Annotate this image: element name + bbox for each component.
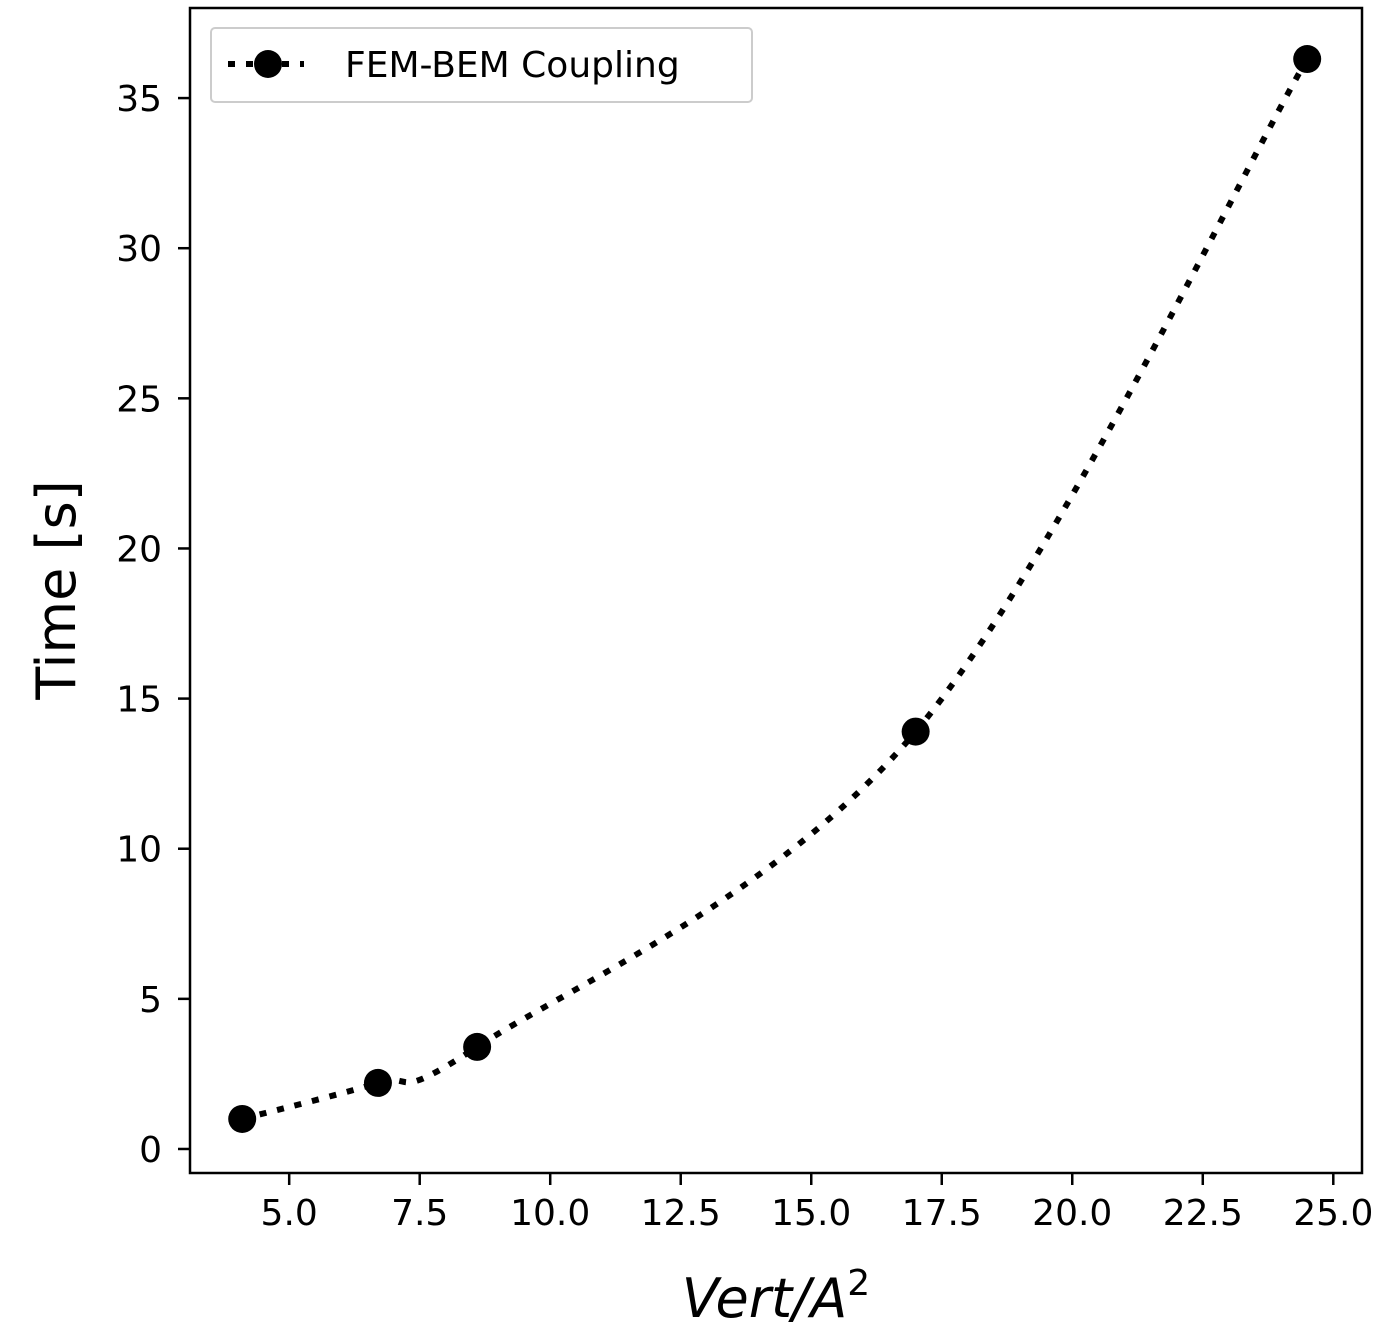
y-tick-label: 5 <box>139 980 162 1021</box>
x-tick-label: 12.5 <box>641 1193 721 1234</box>
y-tick-label: 30 <box>116 229 162 270</box>
data-point <box>463 1032 492 1061</box>
x-axis-label-superscript: 2 <box>847 1263 870 1304</box>
x-tick-label: 15.0 <box>771 1193 851 1234</box>
data-point <box>228 1104 257 1133</box>
x-tick-label: 17.5 <box>902 1193 982 1234</box>
x-axis-label: Vert/A2 <box>682 1263 870 1330</box>
legend-box <box>210 27 753 103</box>
axis-ticks: 5.0 7.5 10.0 12.5 15.0 17.5 20.0 22.5 25.0 0 5 10 15… <box>116 79 1373 1234</box>
plot-area <box>190 8 1362 1173</box>
x-tick-label: 25.0 <box>1293 1193 1373 1234</box>
legend-marker-sample <box>254 50 282 78</box>
data-point <box>363 1068 392 1097</box>
x-tick-label: 10.0 <box>510 1193 590 1234</box>
plot-frame <box>188 6 1364 1175</box>
x-tick-label: 20.0 <box>1032 1193 1112 1234</box>
y-tick-label: 25 <box>116 379 162 420</box>
y-tick-label: 0 <box>139 1130 162 1171</box>
x-tick-label: 5.0 <box>261 1193 318 1234</box>
legend: FEM-BEM Coupling <box>210 27 753 103</box>
data-point <box>1293 45 1322 74</box>
legend-label: FEM-BEM Coupling <box>345 45 680 86</box>
data-point <box>901 717 930 746</box>
y-tick-label: 35 <box>116 79 162 120</box>
x-axis-label-main: Vert/A <box>682 1267 848 1330</box>
y-tick-label: 20 <box>116 529 162 570</box>
series-markers <box>228 45 1322 1133</box>
y-tick-label: 15 <box>116 680 162 721</box>
y-tick-label: 10 <box>116 830 162 871</box>
x-tick-label: 7.5 <box>391 1193 448 1234</box>
y-axis-label: Time [s] <box>25 480 88 701</box>
x-tick-label: 22.5 <box>1163 1193 1243 1234</box>
